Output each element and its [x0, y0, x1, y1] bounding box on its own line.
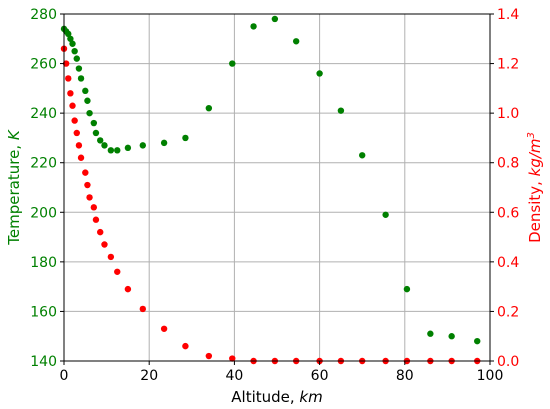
density-point: [229, 355, 236, 362]
y-right-tick-label: 0.6: [497, 205, 519, 221]
temperature-point: [271, 15, 279, 23]
temperature-point: [97, 137, 104, 144]
x-tick-label: 20: [140, 368, 158, 384]
density-point: [84, 181, 91, 189]
temperature-point: [229, 60, 236, 67]
y-right-tick-label: 1.0: [497, 106, 519, 122]
y-left-tick-label: 200: [30, 205, 57, 221]
density-point: [86, 194, 93, 201]
temperature-point: [114, 147, 121, 154]
y-right-axis-title-unit: kg/m: [526, 138, 544, 176]
temperature-point: [474, 337, 481, 345]
density-point: [90, 204, 98, 211]
temperature-point: [90, 119, 98, 127]
y-right-tick-label: 1.4: [497, 7, 519, 23]
density-point: [92, 216, 100, 223]
density-point: [75, 142, 83, 149]
x-tick-label: 0: [60, 368, 69, 384]
y-right-axis-title: Density, kg/m3: [526, 132, 544, 243]
temperature-point: [71, 47, 78, 55]
density-point: [65, 75, 72, 82]
y-left-tick-label: 240: [30, 106, 57, 122]
x-tick-label: 80: [396, 368, 414, 384]
density-point: [77, 154, 85, 161]
y-left-tick-label: 260: [30, 57, 57, 73]
temperature-point: [250, 23, 257, 30]
density-point: [139, 305, 147, 313]
temperature-point: [427, 330, 434, 337]
temperature-point: [82, 87, 89, 95]
x-axis-title: Altitude, km: [231, 388, 322, 406]
temperature-point: [67, 35, 74, 42]
y-left-tick-label: 160: [30, 304, 57, 320]
y-left-tick-label: 220: [30, 156, 57, 172]
temperature-point: [139, 142, 147, 149]
density-point: [160, 325, 168, 332]
grid: [63, 13, 491, 362]
y-left-axis-title: Temperature, K: [5, 129, 23, 246]
temperature-point: [124, 144, 132, 152]
temperature-point: [107, 147, 115, 154]
y-right-tick-label: 1.2: [497, 57, 519, 73]
temperature-point: [292, 38, 300, 45]
y-right-axis-title-exponent: 3: [526, 132, 537, 138]
temperature-point: [69, 40, 76, 47]
temperature-point: [86, 109, 93, 117]
x-tick-label: 40: [225, 368, 243, 384]
density-point: [69, 102, 76, 109]
temperature-point: [382, 211, 389, 218]
temperature-point: [75, 65, 83, 72]
y-left-axis-title-text: Temperature,: [5, 140, 23, 246]
y-right-tick-label: 0.0: [497, 354, 519, 370]
density-point: [107, 253, 115, 261]
y-right-tick-label: 0.8: [497, 156, 519, 172]
density-point: [62, 60, 70, 67]
x-axis-title-text: Altitude,: [231, 388, 299, 406]
y-right-axis-title-text: Density,: [526, 176, 544, 243]
temperature-point: [160, 139, 168, 147]
y-left-tick-label: 140: [30, 354, 57, 370]
y-left-axis-title-unit: K: [5, 129, 23, 140]
y-left-tick-label: 180: [30, 255, 57, 271]
density-point: [205, 352, 213, 360]
temperature-point: [101, 142, 108, 149]
y-right-tick-label: 0.2: [497, 304, 519, 320]
y-left-tick-label: 280: [30, 7, 57, 23]
density-point: [97, 228, 104, 236]
temperature-point: [359, 152, 366, 159]
temperature-point: [205, 104, 213, 112]
density-point: [101, 241, 108, 248]
density-point: [124, 285, 132, 293]
temperature-point: [73, 55, 80, 62]
temperature-point: [448, 333, 455, 340]
temperature-point: [84, 97, 91, 104]
density-point: [67, 90, 74, 97]
y-right-tick-label: 0.4: [497, 255, 519, 271]
plot-frame: [63, 13, 491, 362]
density-point: [73, 129, 80, 137]
data-points: [60, 15, 481, 365]
temperature-point: [403, 285, 411, 293]
density-point: [182, 342, 189, 350]
x-tick-label: 100: [477, 368, 504, 384]
x-tick-label: 60: [311, 368, 329, 384]
temperature-point: [182, 134, 189, 142]
ticks: 0 20 40 60 80 100 140 160 180 200 220 240 260 280 0.0 0…: [30, 7, 519, 384]
temperature-point: [337, 107, 345, 114]
density-point: [114, 268, 121, 275]
density-point: [71, 117, 78, 124]
temperature-point: [65, 30, 72, 38]
density-point: [82, 169, 89, 176]
x-axis-title-unit: km: [299, 388, 322, 406]
temperature-point: [316, 70, 323, 77]
temperature-point: [92, 129, 100, 137]
temperature-point: [77, 75, 85, 82]
